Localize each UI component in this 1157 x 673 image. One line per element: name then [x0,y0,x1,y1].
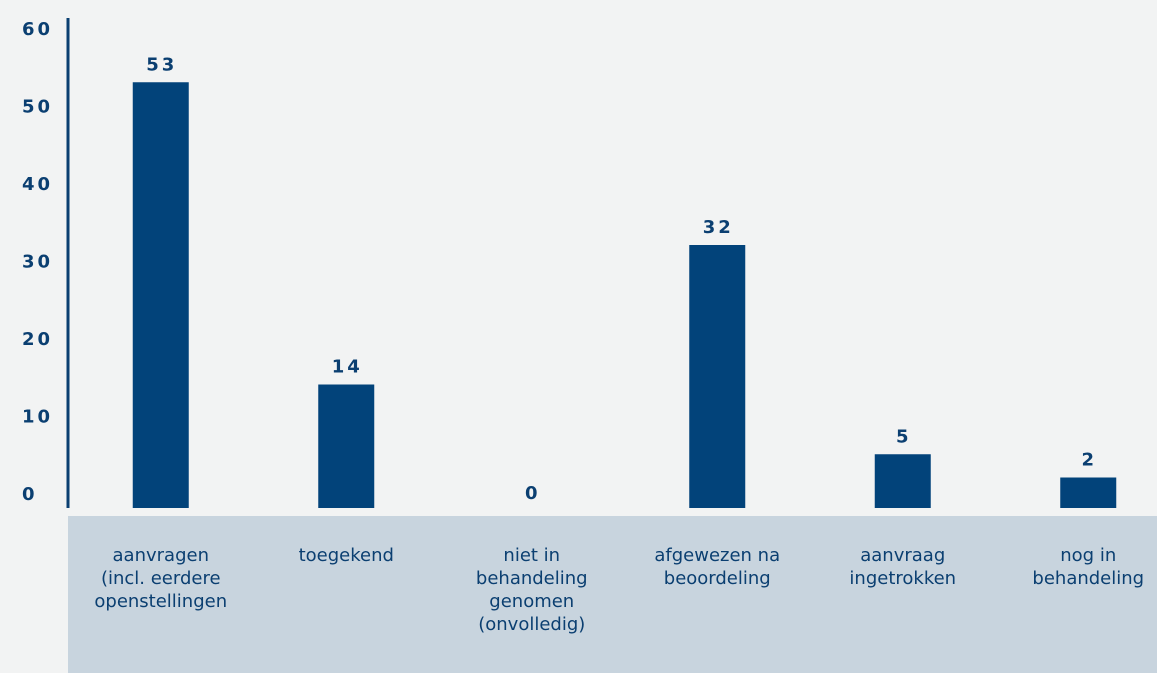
x-tick-label-line: behandeling [475,568,588,589]
x-tick-label-line: beoordeling [663,568,771,589]
y-tick-label: 50 [22,97,53,118]
bar-value-label: 32 [703,217,734,238]
x-tick-label: niet in behandeling genomen (onvolledig) [447,544,617,636]
x-tick-label-line: niet in [503,545,561,566]
y-tick-label: 10 [22,407,53,428]
data-labels: 53 14 0 32 5 2 [146,54,1097,504]
x-tick-label-line: aanvragen [112,545,209,566]
x-tick-label-line: ingetrokken [849,568,957,589]
bar [689,245,746,508]
y-tick-label: 30 [22,252,53,273]
y-tick-label: 20 [22,329,53,350]
bars [132,82,1117,508]
y-tick-label: 60 [22,19,53,40]
category-band [68,516,1157,673]
x-tick-label-line: (onvolledig) [478,614,586,635]
x-tick-label-line: (incl. eerdere [100,568,221,589]
bar [1060,477,1117,508]
bar [318,384,375,508]
y-tick-label: 40 [22,174,53,195]
x-tick-label-line: behandeling [1032,568,1145,589]
x-tick-label: nog in behandeling [1003,544,1157,590]
y-tick-label: 0 [22,484,38,505]
x-tick-label-line: afgewezen na [654,545,781,566]
bar [132,82,189,508]
y-axis-ticks: 0 10 20 30 40 50 60 [22,19,53,505]
bar-value-label: 14 [332,357,363,378]
bar-value-label: 2 [1081,450,1097,471]
x-tick-label-line: aanvraag [860,545,946,566]
bar-value-label: 0 [525,483,541,504]
x-tick-label-line: openstellingen [94,591,228,612]
x-tick-label-line: nog in [1060,545,1117,566]
x-tick-label-line: genomen [489,591,575,612]
x-tick-label: aanvragen (incl. eerdere openstellingen [76,544,246,613]
x-tick-label-line: toegekend [298,545,394,566]
x-tick-label: afgewezen na beoordeling [632,544,802,590]
x-tick-label: toegekend [261,544,431,567]
bar [874,454,931,508]
x-tick-label: aanvraag ingetrokken [818,544,988,590]
bar-value-label: 53 [146,54,177,75]
bar-value-label: 5 [896,426,912,447]
chart-canvas: 0 10 20 30 40 50 60 53 14 0 32 5 2 [22,18,1117,508]
